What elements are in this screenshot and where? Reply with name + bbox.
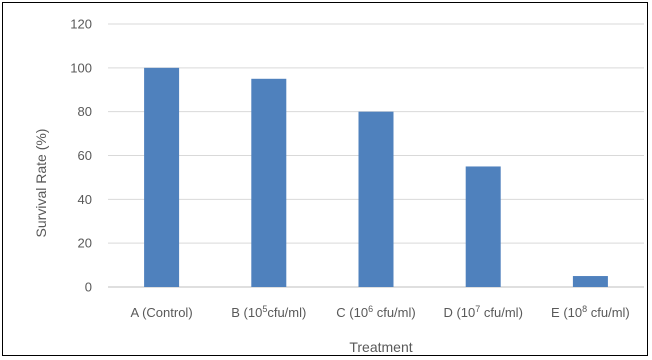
x-tick-label: A (Control) [131,305,193,320]
y-tick-label: 100 [70,60,92,75]
y-tick-labels: 0 20 40 60 80 100 120 [70,17,92,295]
bar [251,78,287,288]
bar [572,276,608,287]
y-tick-label: 20 [78,236,92,251]
x-tick-label: B (105cfu/ml) [231,304,306,320]
y-axis-title: Survival Rate (%) [33,129,49,238]
x-axis-title: Treatment [349,339,412,355]
bar [465,166,501,287]
bar [358,111,394,288]
y-tick-label: 80 [78,104,92,119]
x-tick-labels: A (Control) B (105cfu/ml) C (106 cfu/ml) D … [131,304,630,320]
y-tick-label: 120 [70,17,92,32]
x-tick-label: D (107 cfu/ml) [443,304,522,320]
x-tick-label: E (108 cfu/ml) [551,304,630,320]
bar [144,67,180,287]
chart-frame [2,2,648,356]
bars [144,67,608,288]
y-tick-label: 40 [78,192,92,207]
x-tick-label: C (106 cfu/ml) [336,304,415,320]
y-tick-label: 0 [85,280,92,295]
y-tick-label: 60 [78,148,92,163]
